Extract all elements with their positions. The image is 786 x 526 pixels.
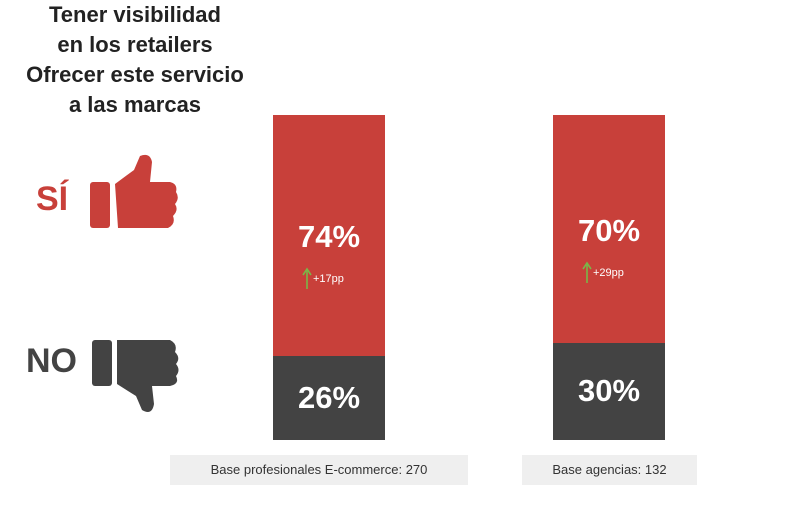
thumb-up-icon xyxy=(90,154,178,228)
category-title: Ofrecer este servicio a las marcas xyxy=(26,62,244,117)
bar-segment xyxy=(553,342,665,440)
legend-label: SÍ xyxy=(36,180,69,218)
base-note: Base profesionales E-commerce: 270 xyxy=(170,455,468,485)
value-label: 26% xyxy=(297,379,361,415)
value-label: 70% xyxy=(577,212,641,248)
category-title: Tener visibilidad en los retailers xyxy=(49,2,221,57)
bar-segment xyxy=(273,355,385,440)
value-label: 30% xyxy=(577,373,641,409)
base-note: Base agencias: 132 xyxy=(522,455,697,485)
up-arrow xyxy=(302,267,312,290)
value-label: 74% xyxy=(297,219,361,255)
thumb-down-icon xyxy=(92,340,179,412)
up-arrow xyxy=(582,261,592,283)
change-annotation: +17pp xyxy=(313,273,344,286)
legend-label: NO xyxy=(26,342,77,380)
change-annotation: +29pp xyxy=(593,266,624,279)
bar-segment xyxy=(273,115,385,356)
bar-segment xyxy=(553,115,665,343)
